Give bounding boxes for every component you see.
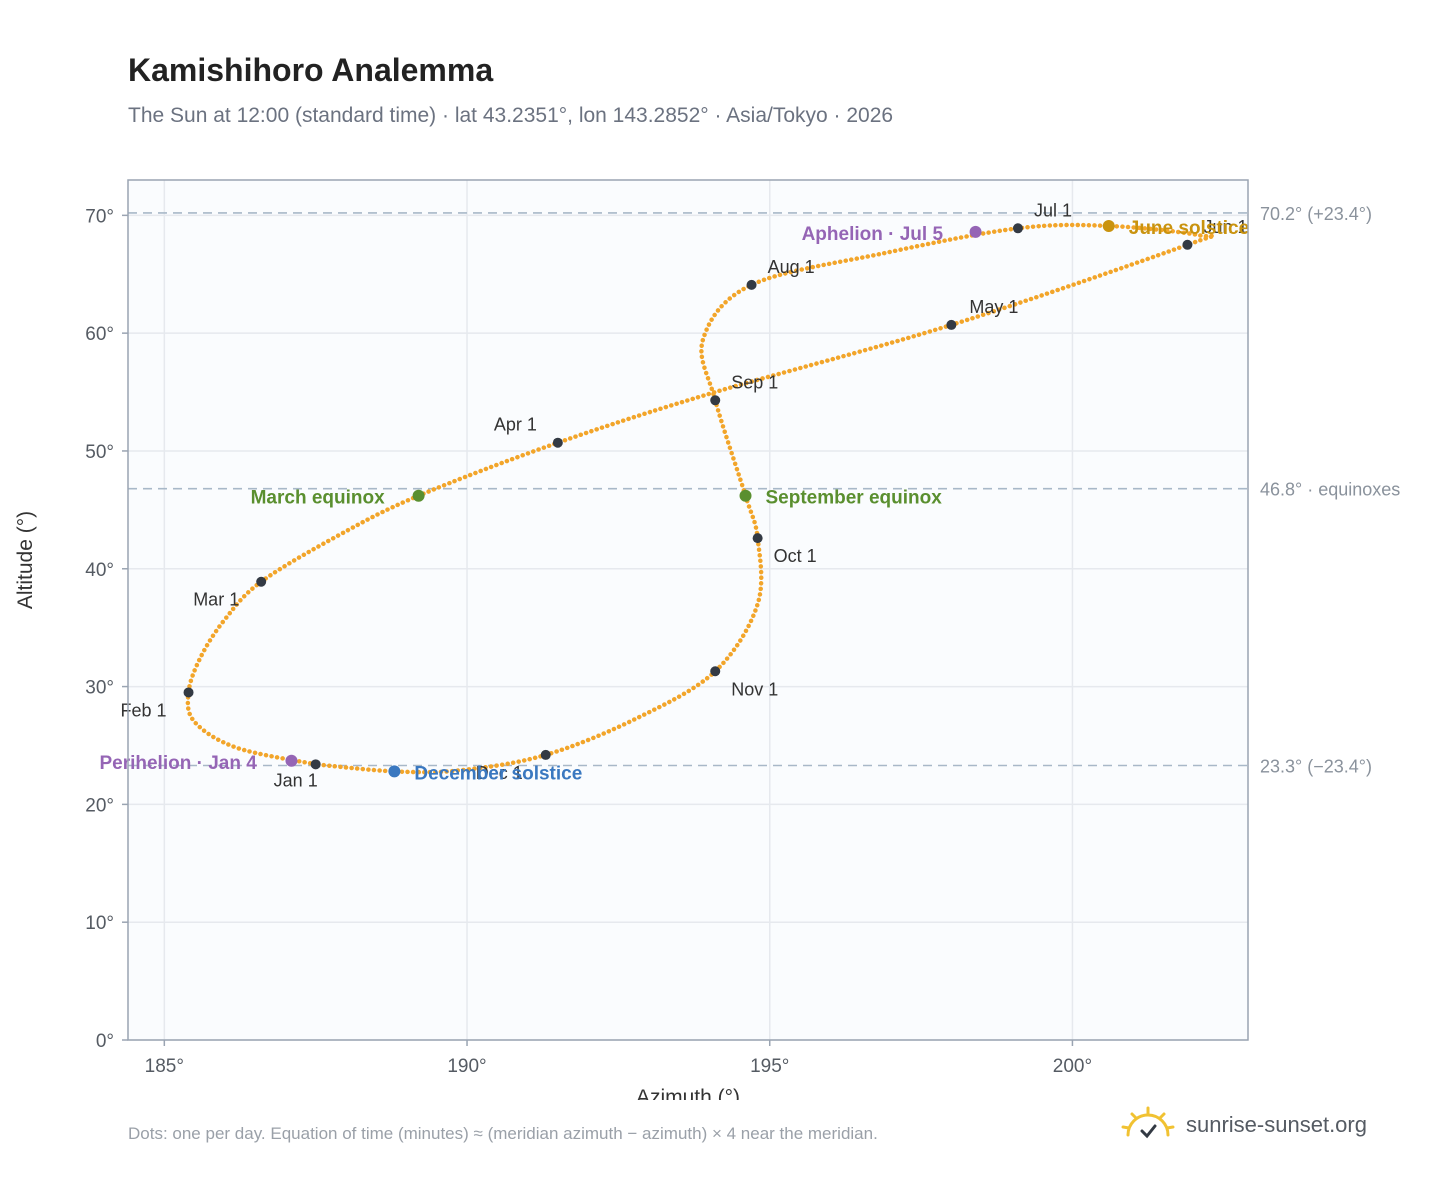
y-tick-label: 0°: [96, 1031, 114, 1052]
reference-line-label: 46.8° · equinoxes: [1260, 480, 1400, 500]
y-axis-label: Altitude (°): [14, 511, 37, 609]
event-label: September equinox: [766, 488, 943, 509]
event-marker: [739, 489, 752, 502]
month-marker-label: Sep 1: [731, 372, 778, 392]
y-tick-label: 40°: [85, 560, 114, 581]
month-marker-label: Jul 1: [1034, 200, 1072, 220]
event-markers: March equinox September equinox June solst…: [99, 218, 1249, 784]
event-label: Aphelion · Jul 5: [802, 224, 944, 245]
event-label: June solstice: [1129, 218, 1249, 239]
chart-title: Kamishihoro Analemma: [128, 52, 494, 88]
month-marker-label: May 1: [969, 297, 1018, 317]
reference-line-label: 23.3° (−23.4°): [1260, 757, 1372, 777]
reference-line-label: 70.2° (+23.4°): [1260, 204, 1372, 224]
event-marker: [412, 489, 425, 502]
brand-name[interactable]: sunrise-sunset.org: [1186, 1112, 1367, 1137]
month-marker-label: Aug 1: [768, 257, 815, 277]
month-marker: [710, 666, 721, 677]
month-markers: Jan 1 Feb 1 Mar 1 Apr 1 May 1 Jun 1 Jul 1 Aug 1…: [121, 200, 1248, 790]
brand[interactable]: sunrise-sunset.org: [1120, 1102, 1367, 1148]
x-axis-label: Azimuth (°): [636, 1086, 740, 1100]
x-tick-label: 190°: [447, 1056, 486, 1077]
month-marker: [540, 749, 551, 760]
x-tick-label: 195°: [750, 1056, 789, 1077]
month-marker: [183, 687, 194, 698]
month-marker: [310, 759, 321, 770]
month-marker-label: Apr 1: [494, 415, 537, 435]
event-marker: [969, 225, 982, 238]
sun-logo-icon: [1121, 1106, 1175, 1139]
month-marker: [710, 395, 721, 406]
x-tick-label: 185°: [145, 1056, 184, 1077]
y-tick-label: 70°: [85, 206, 114, 227]
month-marker: [256, 576, 267, 587]
event-marker: [285, 754, 298, 767]
month-marker: [1012, 223, 1023, 234]
month-marker: [552, 437, 563, 448]
y-tick-label: 60°: [85, 324, 114, 345]
month-marker: [746, 279, 757, 290]
event-label: March equinox: [251, 488, 386, 509]
month-marker-label: Mar 1: [193, 590, 239, 610]
event-label: December solstice: [414, 763, 582, 784]
y-tick-label: 20°: [85, 795, 114, 816]
y-tick-label: 10°: [85, 913, 114, 934]
month-marker: [752, 533, 763, 544]
analemma-chart: 70.2° (+23.4°) 46.8° · equinoxes 23.3° (−2…: [14, 179, 1400, 1100]
month-marker-label: Nov 1: [731, 679, 778, 699]
month-marker: [1182, 239, 1193, 250]
month-marker: [946, 319, 957, 330]
chart-subtitle: The Sun at 12:00 (standard time) · lat 4…: [128, 104, 894, 127]
plot-area: [128, 180, 1248, 1040]
event-marker: [388, 765, 401, 778]
month-marker-label: Oct 1: [774, 546, 817, 566]
event-marker: [1102, 219, 1115, 232]
month-marker-label: Jun 1: [1203, 217, 1247, 237]
reference-lines: 70.2° (+23.4°) 46.8° · equinoxes 23.3° (−2…: [128, 204, 1400, 777]
event-label: Perihelion · Jan 4: [99, 753, 257, 774]
footnote: Dots: one per day. Equation of time (min…: [128, 1124, 878, 1143]
grid: [128, 180, 1248, 1041]
month-marker-label: Jan 1: [274, 770, 318, 790]
y-tick-label: 50°: [85, 442, 114, 463]
month-marker-label: Feb 1: [121, 700, 167, 720]
x-tick-label: 200°: [1053, 1056, 1092, 1077]
month-marker-label: Dec 1: [476, 763, 523, 783]
axes: 185° 190° 195° 200° 0° 10° 20° 30° 40° 50° 60° 70°: [85, 206, 1092, 1077]
y-tick-label: 30°: [85, 678, 114, 699]
plot-frame: [127, 179, 1249, 1041]
